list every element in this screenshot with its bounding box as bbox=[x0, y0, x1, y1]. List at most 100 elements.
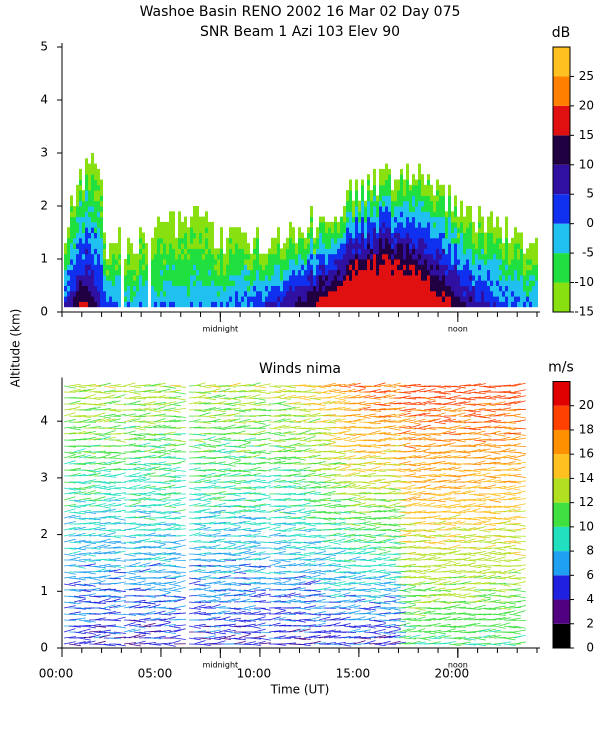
echo-cell bbox=[487, 243, 490, 249]
echo-cell bbox=[115, 301, 118, 307]
echo-cell bbox=[400, 259, 403, 265]
echo-cell bbox=[187, 286, 190, 292]
echo-cell bbox=[301, 248, 304, 254]
echo-cell bbox=[118, 280, 121, 286]
echo-cell bbox=[385, 185, 388, 191]
echo-cell bbox=[79, 190, 82, 196]
echo-cell bbox=[157, 259, 160, 265]
echo-cell bbox=[355, 190, 358, 196]
echo-cell bbox=[286, 270, 289, 276]
echo-cell bbox=[403, 201, 406, 207]
echo-cell bbox=[529, 264, 532, 270]
echo-cell bbox=[349, 211, 352, 217]
echo-cell bbox=[322, 296, 325, 302]
echo-cell bbox=[64, 291, 67, 297]
echo-cell bbox=[70, 259, 73, 265]
echo-cell bbox=[481, 233, 484, 239]
echo-cell bbox=[178, 238, 181, 244]
echo-cell bbox=[235, 275, 238, 281]
echo-cell bbox=[397, 201, 400, 207]
echo-cell bbox=[454, 195, 457, 201]
echo-cell bbox=[379, 222, 382, 228]
wind-barb bbox=[239, 443, 251, 446]
echo-cell bbox=[439, 254, 442, 260]
echo-cell bbox=[448, 206, 451, 212]
echo-cell bbox=[340, 259, 343, 265]
echo-cell bbox=[220, 254, 223, 260]
echo-cell bbox=[289, 233, 292, 239]
echo-cell bbox=[349, 217, 352, 223]
echo-cell bbox=[427, 243, 430, 249]
echo-cell bbox=[139, 291, 142, 297]
echo-cell bbox=[91, 270, 94, 276]
echo-cell bbox=[400, 264, 403, 270]
wind-barb bbox=[194, 641, 205, 644]
echo-cell bbox=[388, 275, 391, 281]
echo-cell bbox=[478, 291, 481, 297]
echo-cell bbox=[418, 174, 421, 180]
echo-cell bbox=[463, 217, 466, 223]
echo-cell bbox=[127, 275, 130, 281]
echo-cell bbox=[304, 254, 307, 260]
echo-cell bbox=[97, 296, 100, 302]
echo-cell bbox=[304, 270, 307, 276]
chart-title: Washoe Basin RENO 2002 16 Mar 02 Day 075 bbox=[140, 4, 461, 20]
echo-cell bbox=[298, 227, 301, 233]
echo-cell bbox=[361, 227, 364, 233]
echo-cell bbox=[298, 280, 301, 286]
echo-cell bbox=[475, 243, 478, 249]
echo-cell bbox=[463, 222, 466, 228]
echo-cell bbox=[502, 291, 505, 297]
echo-cell bbox=[310, 248, 313, 254]
echo-cell bbox=[145, 291, 148, 297]
echo-cell bbox=[313, 301, 316, 307]
echo-cell bbox=[343, 238, 346, 244]
echo-cell bbox=[190, 222, 193, 228]
wind-barb bbox=[214, 641, 226, 644]
echo-cell bbox=[139, 248, 142, 254]
echo-cell bbox=[370, 280, 373, 286]
echo-cell bbox=[145, 296, 148, 302]
echo-cell bbox=[178, 280, 181, 286]
echo-cell bbox=[415, 222, 418, 228]
echo-cell bbox=[172, 280, 175, 286]
echo-cell bbox=[103, 243, 106, 249]
echo-cell bbox=[376, 201, 379, 207]
echo-cell bbox=[436, 227, 439, 233]
echo-cell bbox=[463, 264, 466, 270]
echo-cell bbox=[421, 217, 424, 223]
echo-cell bbox=[217, 254, 220, 260]
echo-cell bbox=[175, 259, 178, 265]
echo-cell bbox=[76, 296, 79, 302]
echo-cell bbox=[76, 280, 79, 286]
echo-cell bbox=[427, 190, 430, 196]
echo-cell bbox=[394, 195, 397, 201]
echo-cell bbox=[289, 254, 292, 260]
echo-cell bbox=[340, 291, 343, 297]
echo-cell bbox=[289, 264, 292, 270]
echo-cell bbox=[526, 254, 529, 260]
echo-cell bbox=[271, 264, 274, 270]
echo-cell bbox=[115, 243, 118, 249]
echo-cell bbox=[388, 301, 391, 307]
echo-cell bbox=[160, 259, 163, 265]
echo-cell bbox=[409, 201, 412, 207]
echo-cell bbox=[160, 275, 163, 281]
echo-cell bbox=[328, 264, 331, 270]
echo-cell bbox=[424, 301, 427, 307]
echo-cell bbox=[532, 270, 535, 276]
echo-cell bbox=[208, 301, 211, 307]
echo-cell bbox=[481, 227, 484, 233]
echo-cell bbox=[517, 264, 520, 270]
echo-cell bbox=[154, 280, 157, 286]
echo-cell bbox=[391, 222, 394, 228]
echo-cell bbox=[193, 270, 196, 276]
echo-cell bbox=[256, 275, 259, 281]
echo-cell bbox=[301, 259, 304, 265]
echo-cell bbox=[178, 233, 181, 239]
echo-cell bbox=[70, 227, 73, 233]
echo-cell bbox=[235, 264, 238, 270]
echo-cell bbox=[436, 301, 439, 307]
echo-cell bbox=[361, 222, 364, 228]
echo-cell bbox=[370, 291, 373, 297]
